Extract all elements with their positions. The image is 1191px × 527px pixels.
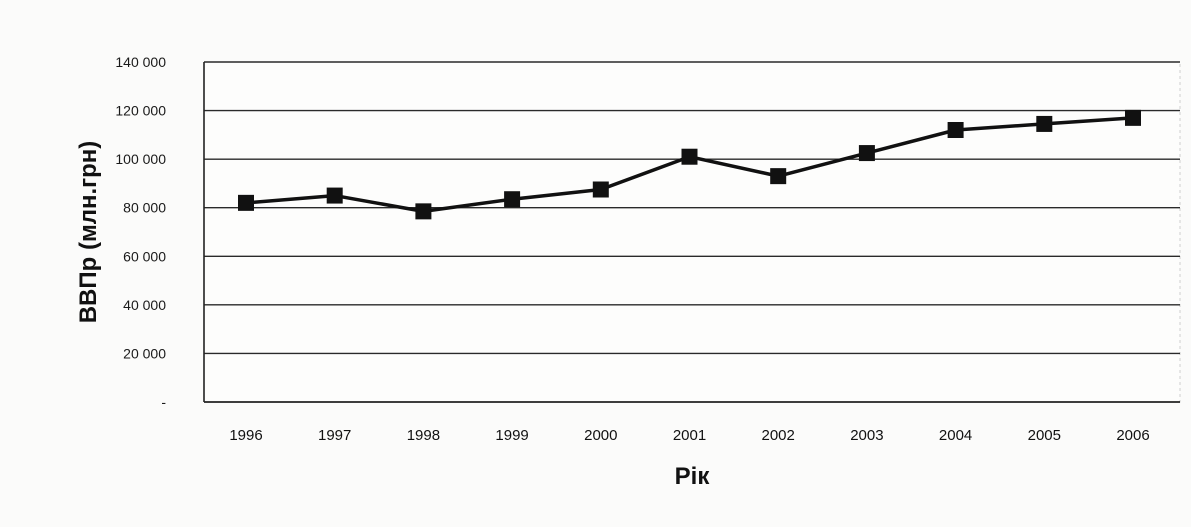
data-point <box>770 168 787 185</box>
y-tick-label: 120 000 <box>115 103 166 119</box>
x-tick-label: 2001 <box>673 427 706 444</box>
plot-area <box>203 61 1181 403</box>
y-tick-label: 20 000 <box>123 345 166 361</box>
data-point <box>858 145 875 162</box>
axes <box>203 62 1180 403</box>
y-tick-label: 80 000 <box>123 200 166 216</box>
x-tick-label: 2005 <box>1028 427 1061 444</box>
x-axis-title: Рік <box>675 463 711 490</box>
x-tick-label: 2006 <box>1116 427 1149 444</box>
y-axis-title: ВВПр (млн.грн) <box>75 141 102 324</box>
x-tick-label: 1997 <box>318 427 351 444</box>
data-point <box>326 187 343 204</box>
x-tick-label: 1998 <box>407 427 440 444</box>
data-point <box>1036 115 1053 132</box>
x-tick-label: 2002 <box>762 427 795 444</box>
y-tick-labels: - 20 000 40 000 60 000 80 000 100 000 120 000 1… <box>115 54 166 410</box>
data-point <box>415 203 432 220</box>
data-point <box>947 122 964 138</box>
x-tick-label: 1996 <box>229 427 262 444</box>
data-point <box>504 191 521 208</box>
y-tick-label: 140 000 <box>115 54 166 70</box>
x-tick-label: 1999 <box>495 427 528 444</box>
y-tick-label: 60 000 <box>123 248 166 264</box>
data-point <box>238 194 254 211</box>
x-tick-label: 2000 <box>584 427 617 444</box>
data-point <box>681 148 698 165</box>
x-tick-label: 2003 <box>850 427 883 444</box>
y-tick-label: 100 000 <box>115 151 166 167</box>
data-series <box>238 109 1141 220</box>
data-point <box>592 181 609 198</box>
x-tick-labels: 1996 1997 1998 1999 2000 2001 2002 2003 2004 2005… <box>229 427 1149 444</box>
x-tick-label: 2004 <box>939 427 972 444</box>
data-point <box>1125 109 1141 126</box>
y-tick-label: - <box>161 394 166 410</box>
y-tick-label: 40 000 <box>123 297 166 313</box>
